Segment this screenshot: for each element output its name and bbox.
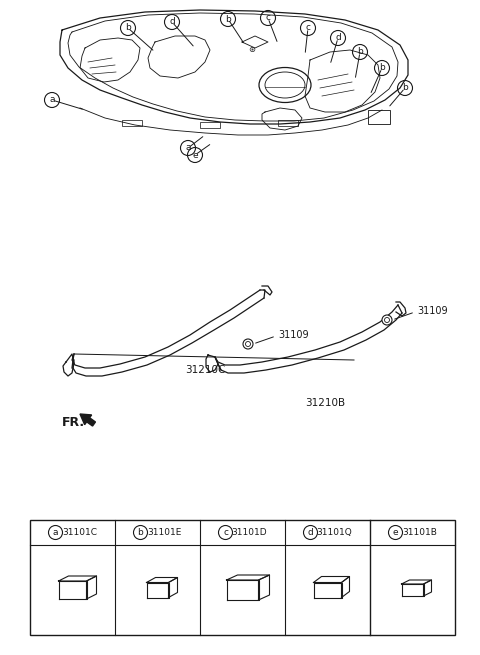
Text: 31101B: 31101B [402,528,437,537]
Text: c: c [305,24,311,33]
Text: 31210B: 31210B [305,398,345,408]
Bar [30,520,455,635]
Text: b: b [379,64,385,73]
Text: d: d [169,18,175,26]
Text: e: e [393,528,398,537]
Text: d: d [308,528,313,537]
Text: 31109: 31109 [417,306,448,316]
Text: 31210C: 31210C [185,365,226,375]
Text: 31101C: 31101C [62,528,97,537]
Text: 31101D: 31101D [231,528,267,537]
Text: c: c [223,528,228,537]
Text: b: b [138,528,144,537]
Text: a: a [49,96,55,105]
Text: d: d [335,33,341,43]
Circle shape [243,339,253,349]
Text: 31109: 31109 [278,330,309,340]
Text: FR.: FR. [62,415,85,428]
Text: e: e [192,151,198,160]
Text: a: a [185,143,191,153]
Text: b: b [357,48,363,56]
Text: ⊛: ⊛ [249,45,255,54]
Circle shape [382,315,392,325]
Text: 31101Q: 31101Q [316,528,352,537]
FancyArrow shape [80,414,96,426]
Bar [368,110,390,124]
Text: 31101E: 31101E [147,528,181,537]
Text: c: c [265,14,271,22]
Text: b: b [125,24,131,33]
Text: b: b [225,14,231,24]
Text: b: b [402,83,408,92]
Text: a: a [53,528,58,537]
